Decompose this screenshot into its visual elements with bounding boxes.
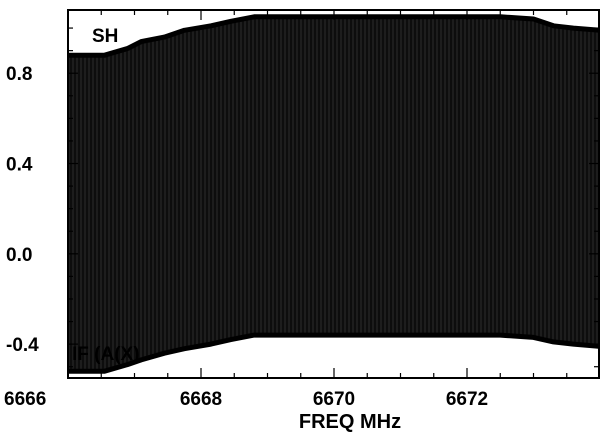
x-tick-label: 6668 (180, 389, 222, 410)
x-tick-label: 6672 (446, 389, 488, 410)
x-axis-title: FREQ MHz (299, 411, 401, 432)
x-tick-label: 6666 (4, 389, 46, 410)
y-tick-label: 0.0 (6, 245, 32, 266)
x-tick-label: 6670 (313, 389, 355, 410)
plot-area (68, 14, 600, 374)
filled-band (68, 16, 600, 372)
lower-envelope-line (68, 332, 600, 374)
upper-envelope-line (68, 14, 600, 58)
overlay-label: IF (A(X) (72, 344, 140, 365)
y-tick-label: -0.4 (6, 335, 39, 356)
band-stripes (68, 16, 598, 372)
y-tick-label: 0.4 (6, 155, 33, 176)
y-tick-label: 0.8 (6, 64, 32, 85)
tick-labels: 0.8 0.4 0.0 -0.4 6666 6668 6670 6672 (4, 64, 488, 410)
panel-label: SH (92, 26, 118, 47)
axis-ticks (67, 10, 599, 378)
